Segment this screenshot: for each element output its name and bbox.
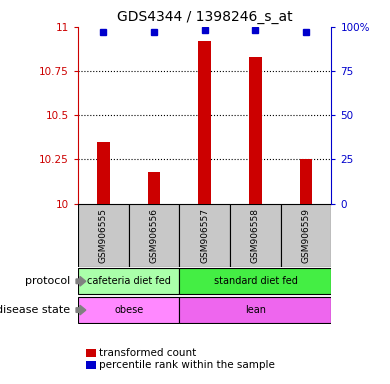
Bar [281, 204, 332, 267]
Title: GDS4344 / 1398246_s_at: GDS4344 / 1398246_s_at [117, 10, 292, 25]
Text: transformed count: transformed count [99, 348, 197, 358]
Text: percentile rank within the sample: percentile rank within the sample [99, 360, 275, 370]
Bar [78, 297, 179, 323]
Text: GSM906559: GSM906559 [301, 208, 311, 263]
Bar [179, 204, 230, 267]
Text: GSM906558: GSM906558 [251, 208, 260, 263]
Text: GSM906557: GSM906557 [200, 208, 209, 263]
Text: standard diet fed: standard diet fed [213, 276, 298, 286]
Bar [199, 41, 211, 204]
Bar [148, 172, 160, 204]
Bar [249, 57, 262, 204]
Text: GSM906555: GSM906555 [99, 208, 108, 263]
Text: obese: obese [114, 305, 144, 314]
Bar [129, 204, 179, 267]
Text: protocol: protocol [25, 276, 70, 286]
Bar [97, 142, 110, 204]
Text: lean: lean [245, 305, 266, 314]
Bar [179, 268, 332, 294]
Bar [78, 204, 129, 267]
Bar [78, 268, 179, 294]
Bar [179, 297, 332, 323]
Bar [230, 204, 281, 267]
Text: cafeteria diet fed: cafeteria diet fed [87, 276, 171, 286]
Bar [300, 159, 312, 204]
Text: disease state: disease state [0, 305, 70, 315]
Text: GSM906556: GSM906556 [149, 208, 159, 263]
